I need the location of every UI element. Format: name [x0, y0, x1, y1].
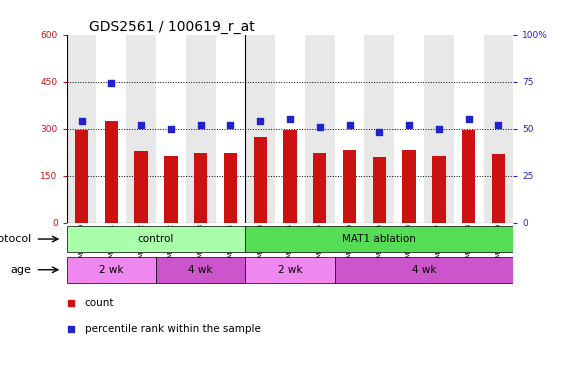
Bar: [126, 35, 156, 223]
Point: [107, 80, 116, 86]
Point: [315, 124, 324, 130]
Bar: [75, 130, 88, 223]
Text: 4 wk: 4 wk: [188, 265, 213, 275]
Bar: [186, 35, 216, 223]
Bar: [216, 35, 245, 223]
Point: [434, 126, 444, 132]
Point: [494, 122, 503, 128]
Bar: [135, 151, 148, 223]
Text: percentile rank within the sample: percentile rank within the sample: [85, 324, 260, 334]
Bar: [283, 130, 297, 223]
Point: [345, 122, 354, 128]
Bar: [194, 153, 208, 223]
Point: [464, 116, 473, 122]
Text: GDS2561 / 100619_r_at: GDS2561 / 100619_r_at: [89, 20, 255, 33]
Bar: [492, 154, 505, 223]
Bar: [432, 156, 445, 223]
Bar: [372, 157, 386, 223]
Point: [285, 116, 295, 122]
Point: [256, 118, 265, 124]
Text: 2 wk: 2 wk: [99, 265, 124, 275]
Bar: [245, 35, 275, 223]
Bar: [424, 35, 454, 223]
Bar: [156, 35, 186, 223]
Bar: [484, 35, 513, 223]
Bar: [364, 35, 394, 223]
Bar: [164, 156, 177, 223]
Point: [166, 126, 176, 132]
Bar: [305, 35, 335, 223]
Text: 2 wk: 2 wk: [278, 265, 302, 275]
Point: [226, 122, 235, 128]
Bar: [253, 137, 267, 223]
Bar: [454, 35, 484, 223]
Bar: [67, 226, 245, 252]
Bar: [343, 150, 356, 223]
Point: [196, 122, 205, 128]
Bar: [275, 35, 305, 223]
Bar: [335, 257, 513, 283]
Point: [77, 118, 86, 124]
Bar: [335, 35, 364, 223]
Point: [404, 122, 414, 128]
Bar: [67, 257, 156, 283]
Point: [136, 122, 146, 128]
Bar: [224, 153, 237, 223]
Bar: [156, 257, 245, 283]
Bar: [245, 226, 513, 252]
Bar: [67, 35, 96, 223]
Text: age: age: [10, 265, 31, 275]
Bar: [104, 121, 118, 223]
Text: protocol: protocol: [0, 234, 31, 244]
Bar: [96, 35, 126, 223]
Text: 4 wk: 4 wk: [412, 265, 436, 275]
Bar: [394, 35, 424, 223]
Text: MAT1 ablation: MAT1 ablation: [342, 234, 416, 244]
Bar: [313, 153, 327, 223]
Bar: [403, 150, 416, 223]
Bar: [462, 130, 476, 223]
Text: count: count: [85, 298, 114, 308]
Text: control: control: [138, 234, 174, 244]
Point: [375, 129, 384, 136]
Bar: [245, 257, 335, 283]
